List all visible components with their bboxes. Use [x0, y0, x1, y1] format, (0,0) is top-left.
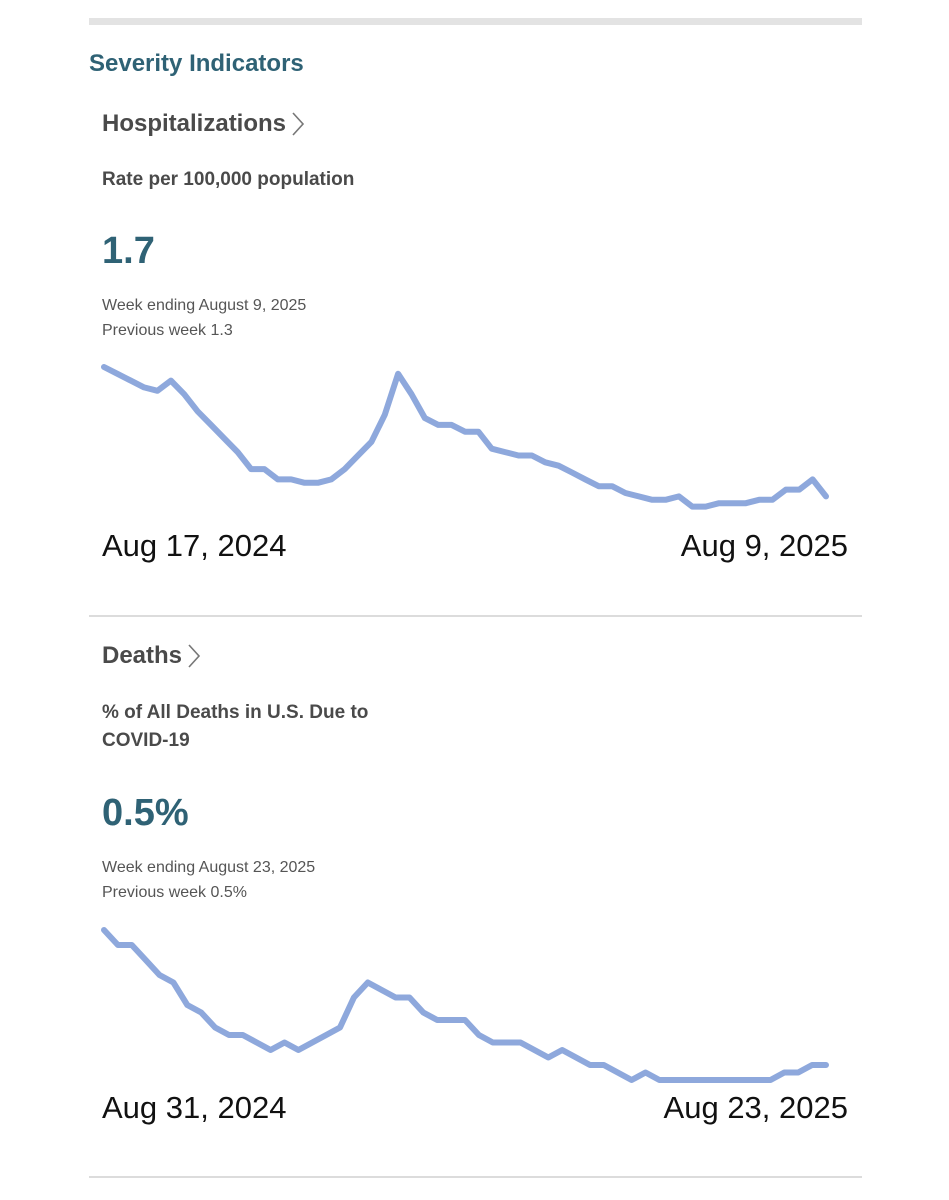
bottom-divider: [89, 1176, 862, 1178]
top-divider: [89, 18, 862, 25]
deaths-week-ending: Week ending August 23, 2025: [102, 859, 316, 876]
hospitalizations-link[interactable]: Hospitalizations: [102, 110, 306, 138]
hospitalizations-week-ending: Week ending August 9, 2025: [102, 297, 307, 314]
deaths-trend-chart: [101, 927, 829, 1083]
deaths-x-start-label: Aug 31, 2024: [102, 1090, 287, 1125]
chevron-right-icon: [188, 644, 201, 668]
deaths-previous-week: Previous week 0.5%: [102, 884, 247, 901]
hospitalizations-previous-week: Previous week 1.3: [102, 322, 233, 339]
chevron-right-icon: [292, 112, 305, 136]
hospitalizations-trend-chart: [101, 364, 829, 510]
deaths-link-label: Deaths: [102, 642, 183, 669]
hospitalizations-value: 1.7: [102, 230, 155, 272]
hospitalizations-metric-label: Rate per 100,000 population: [102, 169, 355, 190]
card-divider: [89, 615, 862, 617]
deaths-value: 0.5%: [102, 792, 189, 834]
deaths-metric-label: % of All Deaths in U.S. Due to COVID-19: [102, 702, 369, 751]
series-line: [101, 927, 829, 1083]
hospitalizations-x-end-label: Aug 9, 2025: [680, 528, 848, 563]
section-title: Severity Indicators: [89, 50, 304, 77]
series-line: [101, 364, 829, 510]
deaths-x-end-label: Aug 23, 2025: [663, 1090, 848, 1125]
hospitalizations-x-start-label: Aug 17, 2024: [102, 528, 287, 563]
hospitalizations-link-label: Hospitalizations: [102, 110, 287, 137]
deaths-link[interactable]: Deaths: [102, 642, 202, 670]
